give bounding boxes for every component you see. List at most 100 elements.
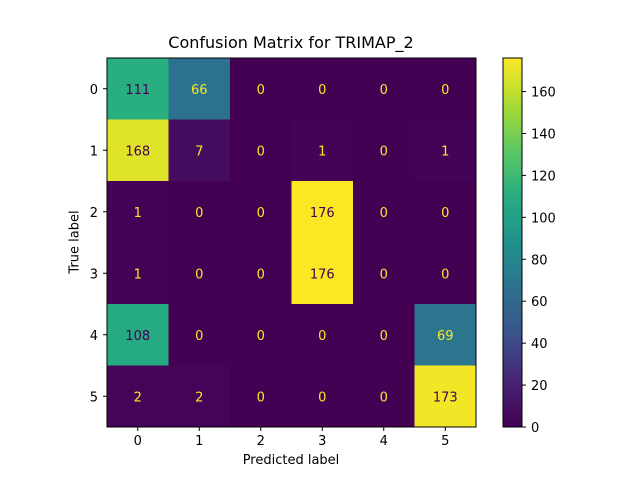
x-axis-ticks: 0 1 2 3 4 5 [134,427,449,449]
colorbar-tick-label: 120 [531,169,556,184]
heatmap-cell [230,304,292,366]
heatmap-cell [168,304,231,366]
heatmap-value-label: 0 [318,390,326,405]
heatmap-cell [291,365,354,428]
heatmap-value-label: 0 [441,83,449,98]
colorbar-tick-label: 60 [531,295,548,310]
heatmap-value-label: 176 [310,206,335,221]
colorbar-tick-label: 0 [531,421,539,436]
heatmap-cell [168,58,231,120]
colorbar-tick-label: 20 [531,379,548,394]
heatmap-value-label: 2 [134,390,142,405]
heatmap-cell [230,242,292,305]
heatmap-value-label: 0 [257,206,265,221]
heatmap-cell [353,365,415,428]
colorbar-tick-label: 160 [531,86,556,101]
heatmap-value-label: 173 [433,390,458,405]
heatmap-value-label: 0 [380,144,388,159]
heatmap-cell [291,58,354,120]
heatmap-value-label: 0 [257,267,265,282]
heatmap-cell [291,242,354,305]
y-tick-label: 3 [90,267,98,282]
heatmap-value-label: 0 [441,267,449,282]
heatmap-cell [414,181,477,243]
heatmap-value-label: 0 [380,267,388,282]
axes-frame [106,57,477,428]
heatmap-cell [353,58,415,120]
heatmap-cell [353,119,415,182]
chart-title: Confusion Matrix for TRIMAP_2 [168,33,414,52]
x-tick-label: 1 [195,434,203,449]
heatmap-value-label: 1 [134,267,142,282]
heatmap-cell [353,242,415,305]
heatmap-cell [414,58,477,120]
heatmap-value-label: 66 [191,83,208,98]
heatmap-value-label: 111 [125,83,150,98]
colorbar-tick-label: 140 [531,127,556,142]
heatmap-value-label: 0 [380,83,388,98]
heatmap-value-label: 0 [195,206,203,221]
heatmap-cell [168,119,231,182]
heatmap-value-label: 1 [134,206,142,221]
heatmap-cell [107,242,169,305]
heatmap-cell [107,58,169,120]
heatmap-value-label: 0 [318,329,326,344]
y-tick-label: 5 [90,390,98,405]
heatmap-cell [107,365,169,428]
heatmap-value-label: 0 [257,144,265,159]
heatmap-value-label: 0 [380,390,388,405]
heatmap-value-label: 108 [125,329,150,344]
heatmap-value-label: 2 [195,390,203,405]
heatmap-cell [291,181,354,243]
heatmap-cell [107,119,169,182]
heatmap-cell [168,181,231,243]
heatmap-cell [168,242,231,305]
heatmap-value-label: 0 [257,390,265,405]
x-tick-label: 0 [134,434,142,449]
colorbar-tick-label: 80 [531,253,548,268]
heatmap-value-label: 168 [125,144,150,159]
colorbar-gradient [502,57,523,428]
heatmap-value-label: 0 [441,206,449,221]
heatmap-value-label: 0 [380,329,388,344]
heatmap-cell [414,365,477,428]
heatmap-value-label: 0 [318,83,326,98]
heatmap-value-label: 0 [195,329,203,344]
axes-spine [106,57,477,428]
y-axis-ticks: 0 1 2 3 4 5 [90,83,107,405]
y-tick-label: 2 [90,206,98,221]
heatmap-value-label: 0 [257,83,265,98]
heatmap-value-label: 1 [318,144,326,159]
heatmap-value-label: 0 [257,329,265,344]
colorbar: 0 20 40 60 80 100 120 140 160 [502,57,556,436]
heatmap-cell [230,58,292,120]
heatmap-cell [414,119,477,182]
x-tick-label: 4 [380,434,388,449]
x-axis-label: Predicted label [242,453,340,468]
heatmap-cell [107,304,169,366]
heatmap-value-labels: 111 66 0 0 0 0 168 7 0 1 0 1 1 0 0 176 0 0 1 0 0 176 0 0 108 0 0 0 0… [125,83,457,406]
heatmap-cell [230,119,292,182]
heatmap-cell [107,181,169,243]
heatmap-cell [291,304,354,366]
x-tick-label: 5 [441,434,449,449]
heatmap-cell [414,304,477,366]
heatmap-value-label: 1 [441,144,449,159]
heatmap-value-label: 7 [195,144,203,159]
x-tick-label: 2 [257,434,265,449]
heatmap-cell [414,242,477,305]
heatmap-cell [353,181,415,243]
heatmap-value-label: 69 [437,329,454,344]
heatmap-value-label: 0 [380,206,388,221]
heatmap-cell [168,365,231,428]
heatmap-cell [230,181,292,243]
heatmap-value-label: 0 [195,267,203,282]
heatmap-value-label: 176 [310,267,335,282]
y-tick-label: 1 [90,144,98,159]
colorbar-tick-label: 40 [531,337,548,352]
y-tick-label: 0 [90,83,98,98]
heatmap-cell [230,365,292,428]
y-tick-label: 4 [90,329,98,344]
